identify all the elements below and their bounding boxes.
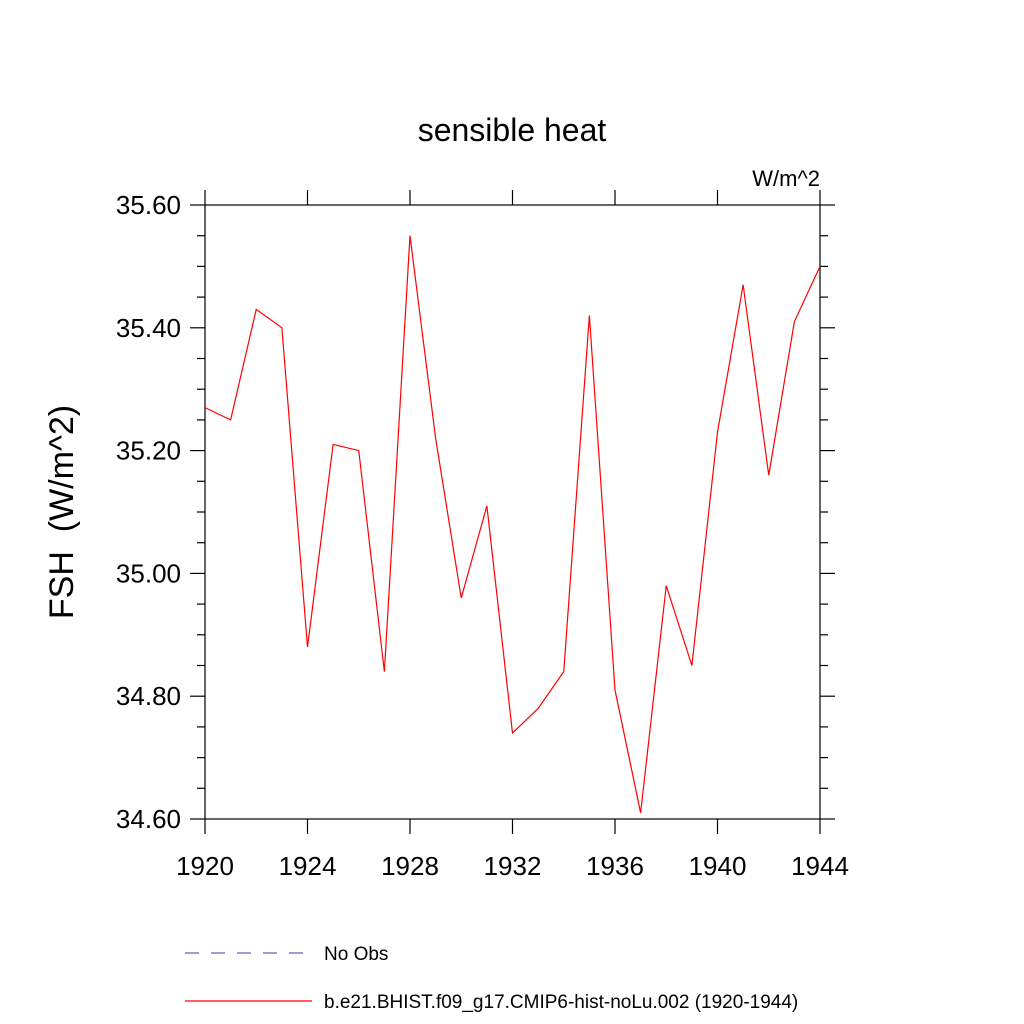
y-tick-label: 34.80 [116, 681, 181, 711]
x-tick-label: 1944 [791, 851, 849, 881]
x-tick-label: 1932 [484, 851, 542, 881]
series-line [204, 235, 821, 813]
legend: No Obs b.e21.BHIST.f09_g17.CMIP6-hist-noL… [185, 944, 798, 1013]
units-label: W/m^2 [752, 166, 820, 191]
x-tick-label: 1940 [689, 851, 747, 881]
x-tick-label: 1924 [279, 851, 337, 881]
y-tick-label: 35.60 [116, 190, 181, 220]
y-tick-label: 34.60 [116, 804, 181, 834]
series-layer [204, 235, 821, 813]
legend-label: No Obs [324, 944, 388, 965]
x-tick-label: 1936 [586, 851, 644, 881]
y-tick-label: 35.40 [116, 313, 181, 343]
y-tick-label: 35.00 [116, 558, 181, 588]
axis-ticks: 1920 1924 1928 1932 1936 1940 1944 34.60 34.80 35… [116, 190, 849, 881]
y-axis-label: FSH (W/m^2) [43, 405, 81, 619]
x-tick-label: 1928 [381, 851, 439, 881]
chart-title: sensible heat [418, 112, 607, 148]
x-tick-label: 1920 [176, 851, 234, 881]
legend-label: b.e21.BHIST.f09_g17.CMIP6-hist-noLu.002 … [324, 992, 798, 1013]
y-tick-label: 35.20 [116, 436, 181, 466]
